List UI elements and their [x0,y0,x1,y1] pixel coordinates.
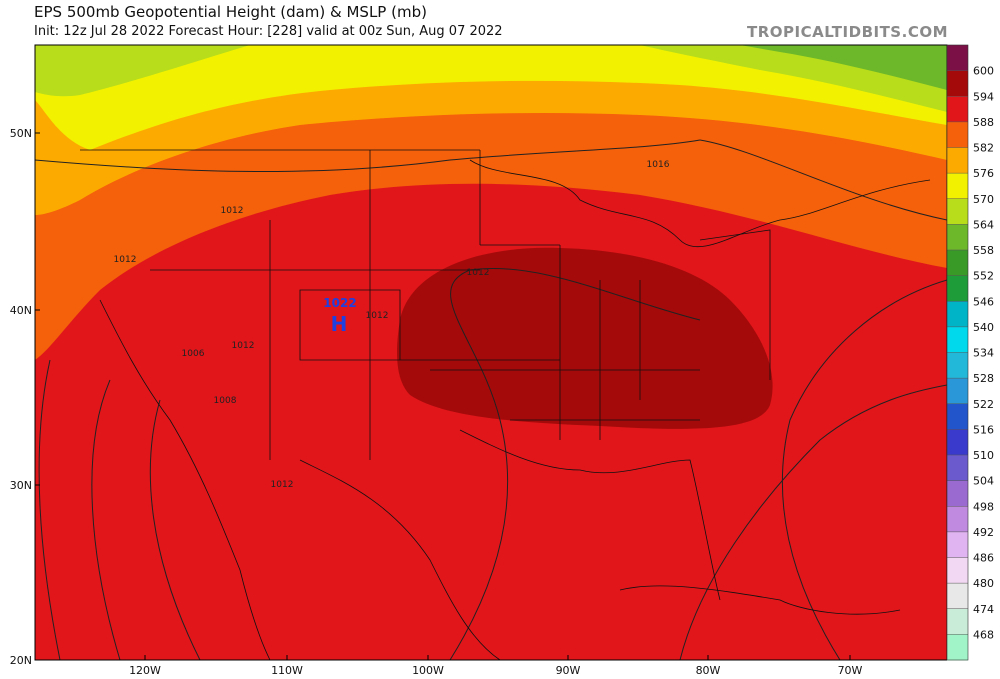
colorbar-bin [947,224,968,251]
colorbar-bin [947,147,968,174]
colorbar-label: 486 [973,552,994,565]
colorbar-label: 522 [973,398,994,411]
colorbar-label: 546 [973,295,994,308]
high-pressure-symbol: H [331,312,348,336]
colorbar-bin [947,45,968,72]
colorbar-label: 558 [973,244,994,257]
band-564-west [35,45,250,97]
lat-label: 40N [10,304,32,317]
colorbar-label: 468 [973,628,994,641]
contour-label: 1012 [467,268,490,278]
colorbar-label: 474 [973,603,994,616]
colorbar-label: 498 [973,500,994,513]
lon-label: 90W [556,664,581,677]
subtitle: Init: 12z Jul 28 2022 Forecast Hour: [22… [34,24,503,39]
band-594 [397,247,773,429]
map [35,45,947,660]
colorbar-bin [947,403,968,430]
contour-label: 1012 [232,341,255,351]
contour-label: 1012 [221,206,244,216]
colorbar-bin [947,531,968,558]
contour-label: 1016 [647,160,670,170]
colorbar-bin [947,96,968,123]
colorbar-label: 534 [973,347,994,360]
colorbar-label: 528 [973,372,994,385]
colorbar-label: 516 [973,423,994,436]
colorbar-label: 480 [973,577,994,590]
pressure-contours [35,139,947,660]
colorbar-label: 504 [973,475,994,488]
band-570 [35,45,947,150]
colorbar-bin [947,352,968,379]
colorbar-bin [947,455,968,482]
colorbar-bin [947,583,968,610]
colorbar-label: 570 [973,193,994,206]
colorbar-bin [947,506,968,533]
lat-label: 50N [10,127,32,140]
lon-label: 100W [412,664,444,677]
lat-label: 20N [10,654,32,667]
title: EPS 500mb Geopotential Height (dam) & MS… [34,3,427,21]
colorbar-bin [947,275,968,302]
colorbar-bin [947,378,968,405]
colorbar-bin [947,557,968,584]
lon-label: 120W [129,664,161,677]
lat-label: 30N [10,479,32,492]
colorbar-bin [947,198,968,225]
site-name: TROPICALTIDBITS.COM [747,23,948,41]
lon-label: 110W [271,664,303,677]
colorbar-label: 510 [973,449,994,462]
colorbar-bin [947,326,968,353]
colorbar-bin [947,301,968,328]
colorbar-label: 576 [973,167,994,180]
colorbar-bin [947,429,968,456]
colorbar-bin [947,634,968,661]
lon-label: 70W [838,664,863,677]
contour-label: 1012 [114,255,137,265]
colorbar-label: 582 [973,142,994,155]
contour-label: 1012 [366,311,389,321]
colorbar-frame [946,44,969,661]
colorbar-bin [947,173,968,200]
colorbar-bin [947,608,968,635]
contour-label: 1006 [182,349,205,359]
contour-label: 1008 [214,396,237,406]
colorbar-label: 540 [973,321,994,334]
state-borders [80,149,931,660]
colorbar-bin [947,70,968,97]
contour-label: 1012 [271,480,294,490]
colorbar-label: 600 [973,65,994,78]
band-558 [740,45,947,90]
colorbar-label: 594 [973,90,994,103]
colorbar-label: 588 [973,116,994,129]
colorbar-label: 492 [973,526,994,539]
colorbar-label: 552 [973,270,994,283]
colorbar-bin [947,121,968,148]
colorbar-bin [947,250,968,277]
lon-label: 80W [696,664,721,677]
colorbar-label: 564 [973,218,994,231]
colorbar-bin [947,480,968,507]
high-pressure-value: 1022 [323,296,356,310]
